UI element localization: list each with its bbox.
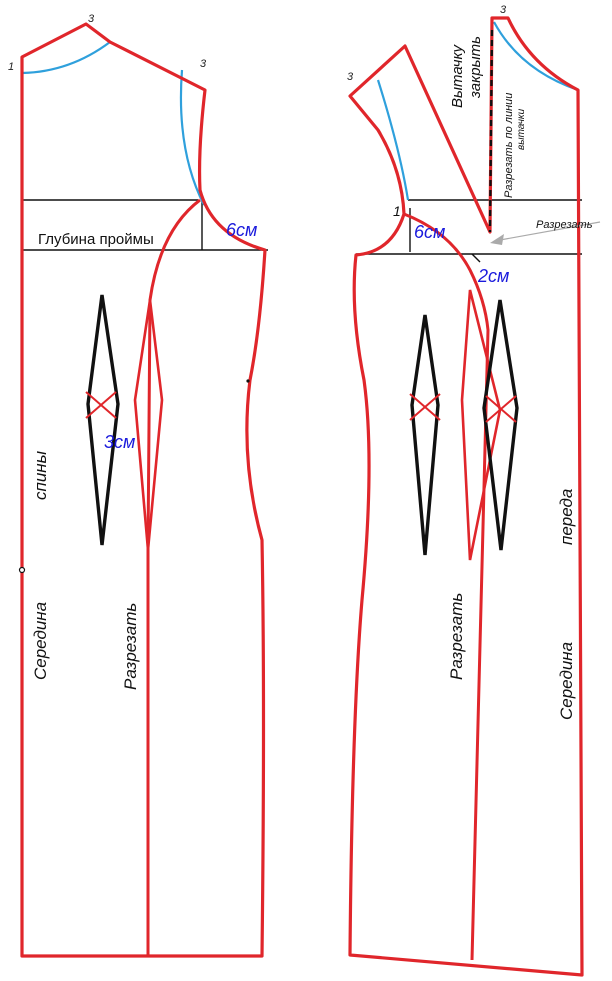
front-piece: 3 3 1 Вытачку закрыть Разрезать по линии… — [347, 4, 601, 977]
back-armhole-curve — [179, 69, 205, 206]
back-side-dot — [246, 379, 250, 383]
front-cut-dart-label-2: вытачки — [516, 108, 527, 150]
back-marker-dot — [18, 566, 26, 574]
back-center-label-2: спины — [31, 450, 50, 500]
front-point-3-neck: 3 — [500, 4, 507, 16]
front-dart-close-label-1: Вытачку — [449, 43, 466, 108]
back-cut-line — [146, 198, 201, 956]
front-center-label-2: переда — [557, 489, 576, 545]
back-point-1: 1 — [8, 61, 14, 73]
front-dart-cross-right — [485, 395, 517, 423]
back-dart-wedge — [133, 299, 164, 551]
back-piece: 1 3 3 Глубина проймы 6см 3см Середина сп… — [8, 13, 268, 958]
back-armhole-depth-label: Глубина проймы — [38, 231, 154, 248]
front-cut-side-label: Разрезать — [536, 219, 593, 231]
back-armhole-offset-label: 6см — [226, 220, 257, 240]
front-cut-dart-label-1: Разрезать по линии — [503, 93, 515, 198]
front-point-1: 1 — [393, 203, 401, 219]
front-side-tick — [471, 253, 481, 263]
front-cut-arrow-head — [490, 234, 504, 245]
front-center-label: Середина — [557, 642, 576, 720]
front-side-offset-label: 2см — [477, 266, 509, 286]
back-point-3-neck: 3 — [88, 13, 95, 25]
front-point-3-shoulder: 3 — [347, 71, 354, 83]
front-cut-label: Разрезать — [447, 593, 466, 680]
front-cut-arrow-line — [499, 221, 601, 241]
front-neckline-curve — [493, 21, 579, 92]
back-point-3-shoulder: 3 — [200, 58, 207, 70]
back-dart-cross — [85, 391, 117, 419]
back-cut-label: Разрезать — [121, 603, 140, 690]
front-dart-diamond-right — [482, 299, 519, 551]
front-outline — [348, 16, 584, 977]
front-armhole-offset-label: 6см — [414, 222, 445, 242]
front-dart-diamond-left — [410, 314, 440, 556]
front-dart-cross-left — [409, 393, 441, 421]
front-dart-cut-line — [488, 29, 494, 233]
front-cut-line — [403, 212, 490, 961]
back-center-label: Середина — [31, 602, 50, 680]
back-dart-diamond — [86, 294, 120, 546]
back-dart-offset-label: 3см — [104, 432, 135, 452]
back-neckline-curve — [21, 41, 111, 75]
front-dart-close-label-2: закрыть — [467, 36, 484, 99]
back-outline — [20, 22, 267, 958]
front-armhole-curve — [376, 79, 410, 201]
